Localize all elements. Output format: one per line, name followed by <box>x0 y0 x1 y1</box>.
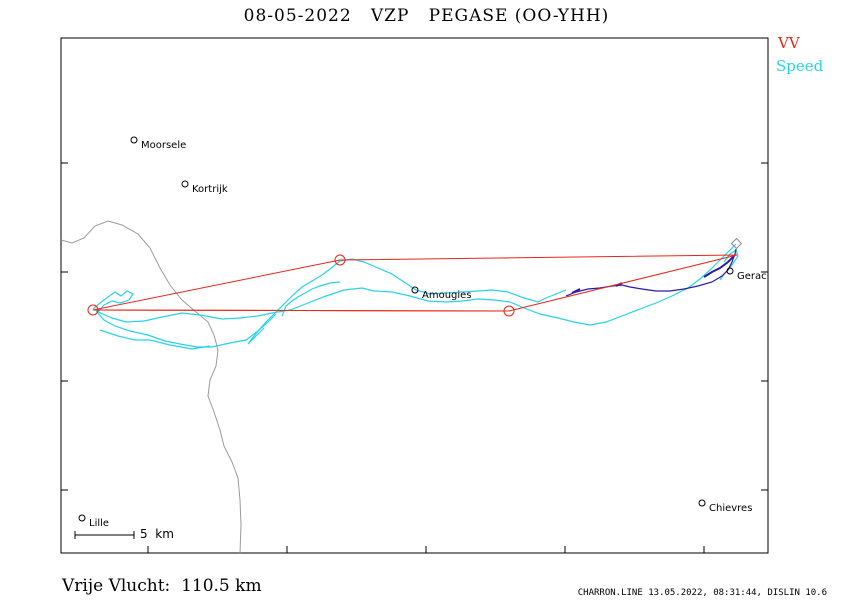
place-amougies: Amougies <box>411 286 472 301</box>
town-marker-icon <box>411 286 419 294</box>
turnpoint-1 <box>334 254 346 266</box>
place-label: Gerac <box>737 271 767 282</box>
speed-track <box>92 243 739 350</box>
task-triangle <box>92 254 738 312</box>
task-leg-closing <box>92 309 510 312</box>
place-chievres: Chievres <box>698 499 752 514</box>
turnpoint-3 <box>503 305 515 317</box>
scale-bar <box>74 531 135 539</box>
place-label: Amougies <box>422 290 472 301</box>
town-marker-icon <box>726 267 734 275</box>
town-marker-icon <box>698 499 706 507</box>
town-marker-icon <box>130 136 138 144</box>
place-lille: Lille <box>78 514 109 529</box>
render-meta: CHARRON.LINE 13.05.2022, 08:31:44, DISLI… <box>577 588 827 598</box>
map-title: 08-05-2022 VZP PEGASE (OO-YHH) <box>243 6 610 26</box>
place-label: Kortrijk <box>192 184 228 195</box>
place-kortrijk: Kortrijk <box>181 180 228 195</box>
legend-speed: Speed <box>776 57 824 75</box>
place-label: Chievres <box>709 503 752 514</box>
place-moorsele: Moorsele <box>130 136 186 151</box>
frame-ticks <box>61 162 768 553</box>
legend-vv: VV <box>778 34 800 52</box>
scale-label: 5 km <box>140 527 174 541</box>
place-label: Moorsele <box>141 140 186 151</box>
turnpoint-2-diamond <box>730 237 743 250</box>
town-marker-icon <box>78 514 86 522</box>
map-frame <box>60 37 769 554</box>
country-border <box>60 220 242 554</box>
turnpoint-start <box>87 304 99 316</box>
place-label: Lille <box>89 518 109 529</box>
town-marker-icon <box>181 180 189 188</box>
place-gerac: Gerac <box>726 267 767 282</box>
flight-distance: Vrije Vlucht: 110.5 km <box>62 576 262 596</box>
